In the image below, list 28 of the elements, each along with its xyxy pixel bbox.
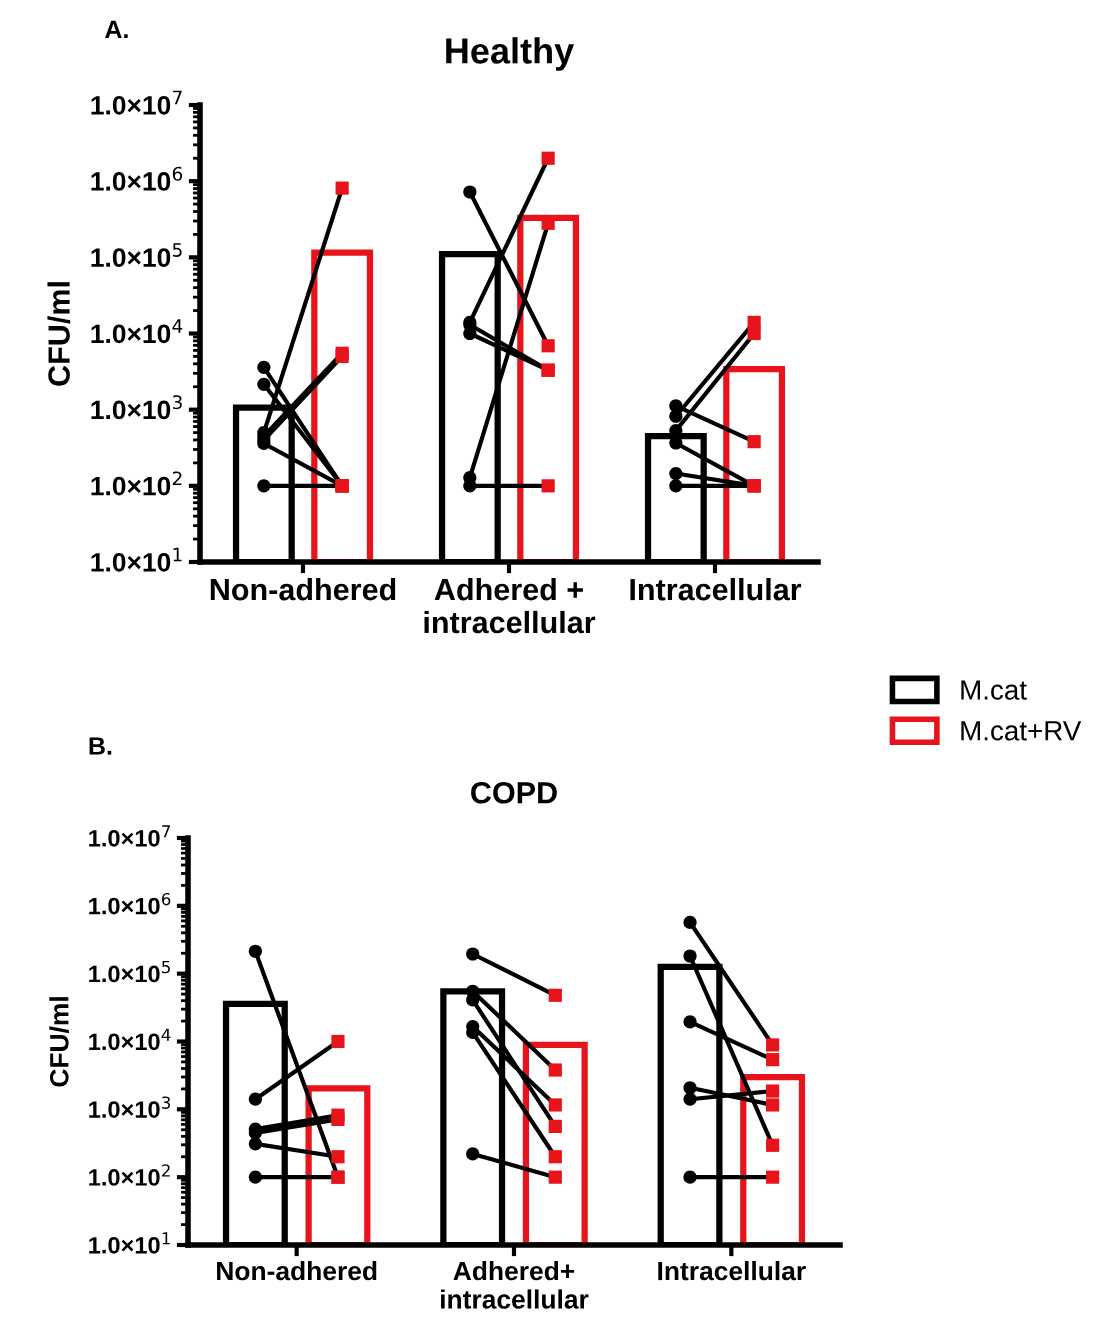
y-tick-label: 1.0×10$^{2}$ xyxy=(89,1164,170,1186)
legend-label: M.cat+RV xyxy=(961,721,1082,741)
legend-label: M.cat xyxy=(961,680,1027,700)
x-tick-label: Adhered + intracellular xyxy=(424,577,596,634)
x-tick-label: Non-adhered xyxy=(210,577,396,601)
y-tick-label: 1.0×10$^{5}$ xyxy=(89,960,170,983)
x-tick-label: Intracellular xyxy=(630,577,802,601)
y-tick-label: 1.0×10$^{5}$ xyxy=(91,243,182,267)
y-tick-label: 1.0×10$^{1}$ xyxy=(89,1232,170,1254)
chart-title: COPD xyxy=(471,781,557,804)
y-tick-label: 1.0×10$^{3}$ xyxy=(91,395,182,420)
x-tick-label: Non-adhered xyxy=(217,1260,377,1281)
y-tick-label: 1.0×10$^{7}$ xyxy=(91,90,182,115)
y-axis-title: CFU/ml xyxy=(47,282,71,386)
y-tick-label: 1.0×10$^{2}$ xyxy=(91,471,182,496)
y-tick-label: 1.0×10$^{4}$ xyxy=(89,1028,171,1051)
y-tick-label: 1.0×10$^{6}$ xyxy=(89,892,171,915)
y-tick-label: 1.0×10$^{7}$ xyxy=(89,825,170,847)
x-tick-label: Intracellular xyxy=(658,1260,806,1281)
y-tick-label: 1.0×10$^{4}$ xyxy=(91,319,183,344)
text: B. xyxy=(89,737,112,755)
text: A. xyxy=(105,20,128,39)
y-tick-label: 1.0×10$^{1}$ xyxy=(91,547,182,572)
y-axis-title: CFU/ml xyxy=(49,997,69,1087)
y-tick-label: 1.0×10$^{6}$ xyxy=(91,166,183,191)
x-tick-label: Adhered+ intracellular xyxy=(441,1260,589,1309)
chart-title: Healthy xyxy=(446,37,575,71)
y-tick-label: 1.0×10$^{3}$ xyxy=(89,1096,171,1118)
